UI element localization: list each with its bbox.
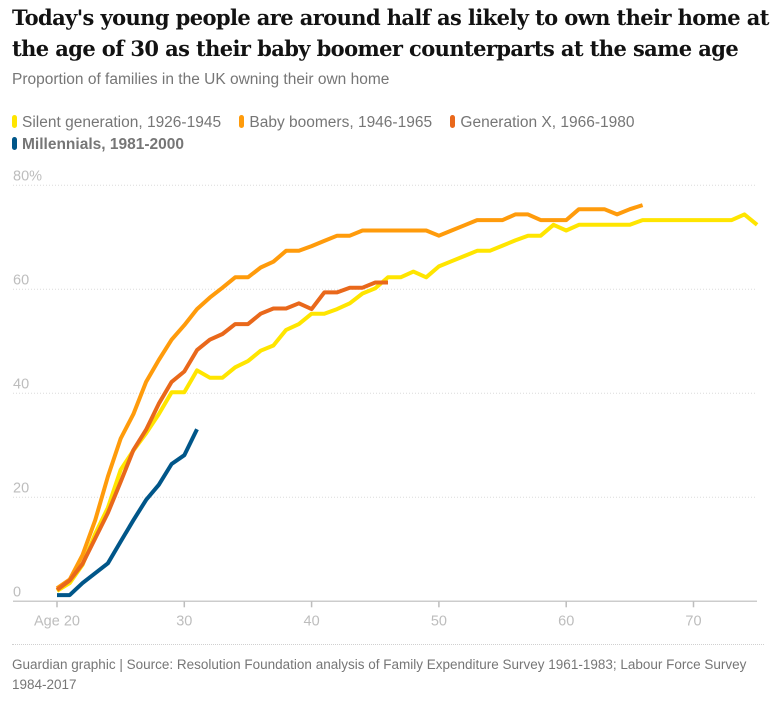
- y-tick-label: 80%: [13, 168, 42, 184]
- legend-label: Millennials, 1981-2000: [22, 136, 184, 153]
- legend-label: Baby boomers, 1946-1965: [249, 114, 433, 131]
- legend-swatch: [239, 115, 245, 128]
- line-chart: 0 20 40 60 80% Age 20 30 40 50 60 70: [13, 168, 759, 629]
- series-lines: [55, 203, 759, 598]
- x-tick-label: 50: [431, 613, 447, 629]
- series-line: [57, 428, 199, 598]
- series-generation-x: [55, 280, 388, 592]
- legend: Silent generation, 1926-1945 Baby boomer…: [12, 112, 772, 156]
- y-tick-label: 40: [13, 376, 29, 392]
- legend-swatch: [12, 115, 17, 128]
- x-tick-label: Age 20: [34, 613, 80, 629]
- series-silent-generation: [55, 212, 759, 593]
- legend-item-generation-x: Generation X, 1966-1980: [450, 112, 634, 134]
- series-millennials: [56, 428, 199, 598]
- axes: 0 20 40 60 80% Age 20 30 40 50 60 70: [13, 168, 757, 629]
- legend-item-silent-generation: Silent generation, 1926-1945: [12, 112, 221, 134]
- series-baby-boomers: [55, 203, 644, 590]
- chart-title: Today's young people are around half as …: [12, 5, 769, 61]
- footer-divider: [12, 644, 764, 645]
- series-line: [55, 203, 644, 590]
- series-line: [55, 280, 388, 592]
- gridlines: [13, 184, 757, 498]
- legend-label: Silent generation, 1926-1945: [22, 114, 222, 131]
- chart-subtitle: Proportion of families in the UK owning …: [12, 71, 390, 88]
- x-tick-label: 70: [685, 613, 701, 629]
- source-note: Guardian graphic | Source: Resolution Fo…: [12, 657, 747, 692]
- legend-label: Generation X, 1966-1980: [460, 114, 635, 131]
- legend-item-millennials: Millennials, 1981-2000: [12, 134, 184, 156]
- y-tick-label: 0: [13, 584, 21, 600]
- y-tick-label: 60: [13, 272, 29, 288]
- x-tick-label: 60: [558, 613, 574, 629]
- legend-swatch: [450, 115, 456, 128]
- legend-swatch: [12, 137, 17, 150]
- y-tick-label: 20: [13, 480, 29, 496]
- x-tick-label: 30: [176, 613, 192, 629]
- legend-item-baby-boomers: Baby boomers, 1946-1965: [239, 112, 432, 134]
- x-tick-label: 40: [304, 613, 320, 629]
- series-line: [55, 212, 759, 593]
